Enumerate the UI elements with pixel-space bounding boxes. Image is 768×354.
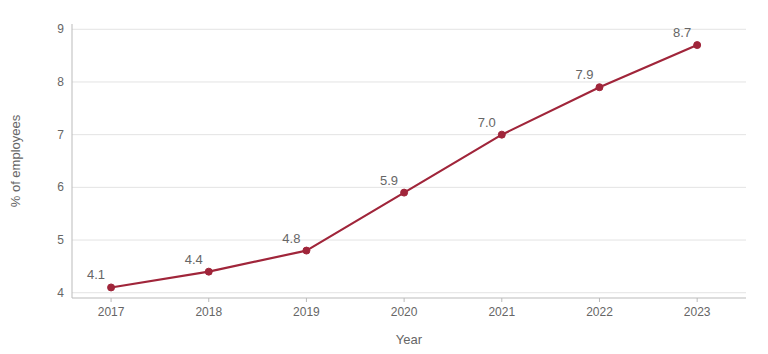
grid-line — [72, 292, 746, 293]
y-axis-line — [72, 24, 73, 298]
y-tick-label: 8 — [57, 75, 64, 89]
plot-area — [108, 42, 701, 291]
x-tick — [404, 298, 405, 302]
x-tick-label: 2021 — [488, 305, 515, 319]
y-tick-label: 4 — [57, 286, 64, 300]
data-label: 8.7 — [673, 25, 691, 40]
y-tick-label: 6 — [57, 180, 64, 194]
data-label: 4.1 — [87, 267, 105, 282]
point — [498, 131, 505, 138]
y-tick-label: 5 — [57, 233, 64, 247]
y-tick-label: 9 — [57, 22, 64, 36]
data-label: 7.0 — [478, 115, 496, 130]
x-tick — [697, 298, 698, 302]
point — [303, 247, 310, 254]
data-label: 5.9 — [380, 173, 398, 188]
x-tick-label: 2022 — [586, 305, 613, 319]
data-label: 4.4 — [185, 252, 203, 267]
data-label: 4.8 — [282, 231, 300, 246]
grid-line — [72, 29, 746, 30]
x-tick — [208, 298, 209, 302]
x-tick-label: 2019 — [293, 305, 320, 319]
x-tick — [501, 298, 502, 302]
x-axis-line — [72, 298, 746, 299]
grid-line — [72, 134, 746, 135]
grid-line — [72, 187, 746, 188]
x-tick-label: 2020 — [391, 305, 418, 319]
point — [108, 284, 115, 291]
x-tick — [111, 298, 112, 302]
grid-line — [72, 81, 746, 82]
x-axis-title: Year — [396, 332, 423, 347]
y-tick-label: 7 — [57, 128, 64, 142]
point — [596, 84, 603, 91]
y-axis-title: % of employees — [8, 114, 23, 207]
chart: 4 5 6 7 8 9 2017 2018 2019 2020 2021 2022 2023 Year % … — [0, 0, 768, 354]
x-tick-label: 2018 — [195, 305, 222, 319]
x-tick-label: 2023 — [684, 305, 711, 319]
x-tick-label: 2017 — [98, 305, 125, 319]
grid-line — [72, 240, 746, 241]
data-label: 7.9 — [575, 67, 593, 82]
point — [205, 268, 212, 275]
point — [401, 189, 408, 196]
x-tick — [599, 298, 600, 302]
point — [694, 42, 701, 49]
line — [111, 45, 697, 287]
x-tick — [306, 298, 307, 302]
